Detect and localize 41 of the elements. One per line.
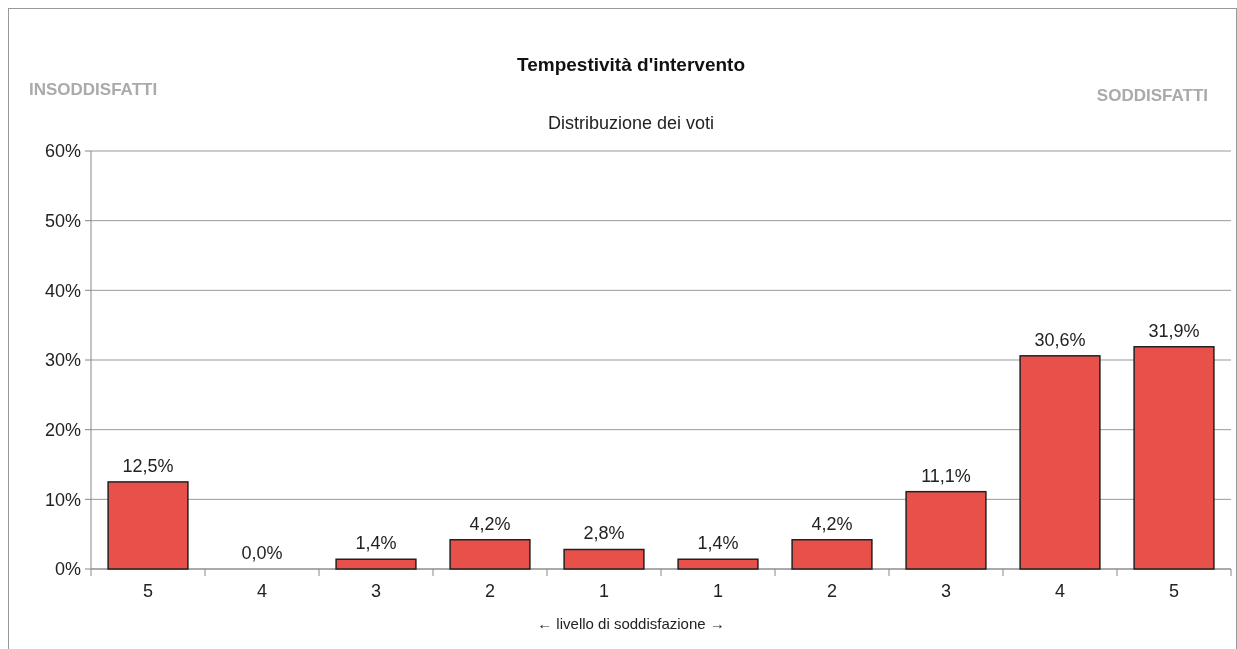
data-label: 31,9% — [1148, 320, 1200, 341]
x-tick-label: 2 — [484, 581, 496, 601]
bar — [677, 558, 759, 570]
x-axis-title: ← livello di soddisfazione → — [537, 615, 725, 632]
x-tick-label: 1 — [712, 581, 724, 601]
data-label: 4,2% — [811, 513, 853, 534]
y-tick-label: 10% — [44, 489, 81, 510]
data-label: 1,4% — [697, 533, 739, 554]
bar — [791, 538, 873, 570]
chart-title: Tempestività d'intervento — [517, 54, 745, 75]
bar — [563, 548, 645, 570]
text: INSODDISFATTI — [29, 80, 158, 99]
bar — [107, 481, 189, 570]
y-tick-label: 60% — [44, 141, 81, 162]
x-tick-label: 1 — [598, 581, 610, 601]
bar — [335, 558, 417, 570]
y-tick-label: 50% — [44, 210, 81, 231]
data-label: 0,0% — [241, 543, 283, 563]
bar — [1019, 355, 1101, 570]
x-tick-label: 5 — [142, 581, 154, 601]
data-label: 11,1% — [921, 465, 971, 486]
data-label: 1,4% — [355, 533, 397, 554]
y-tick-label: 30% — [44, 350, 81, 371]
bar — [449, 538, 531, 570]
x-tick-label: 4 — [256, 581, 268, 601]
x-tick-label: 3 — [940, 581, 952, 601]
x-tick-label: 5 — [1168, 581, 1180, 601]
chart-subtitle: Distribuzione dei voti — [547, 113, 715, 133]
text: SODDISFATTI — [1096, 86, 1208, 105]
data-label: 2,8% — [583, 523, 625, 544]
y-tick-label: 40% — [44, 280, 81, 301]
bar — [1133, 346, 1215, 570]
data-label: 30,6% — [1034, 329, 1086, 350]
y-tick-label: 20% — [44, 419, 81, 440]
y-tick-label: 0% — [54, 559, 81, 580]
x-tick-label: 2 — [826, 581, 838, 601]
data-label: 12,5% — [122, 455, 174, 476]
x-tick-label: 3 — [370, 581, 382, 601]
x-tick-label: 4 — [1054, 581, 1066, 601]
bar — [905, 490, 987, 570]
data-label: 4,2% — [469, 513, 511, 534]
